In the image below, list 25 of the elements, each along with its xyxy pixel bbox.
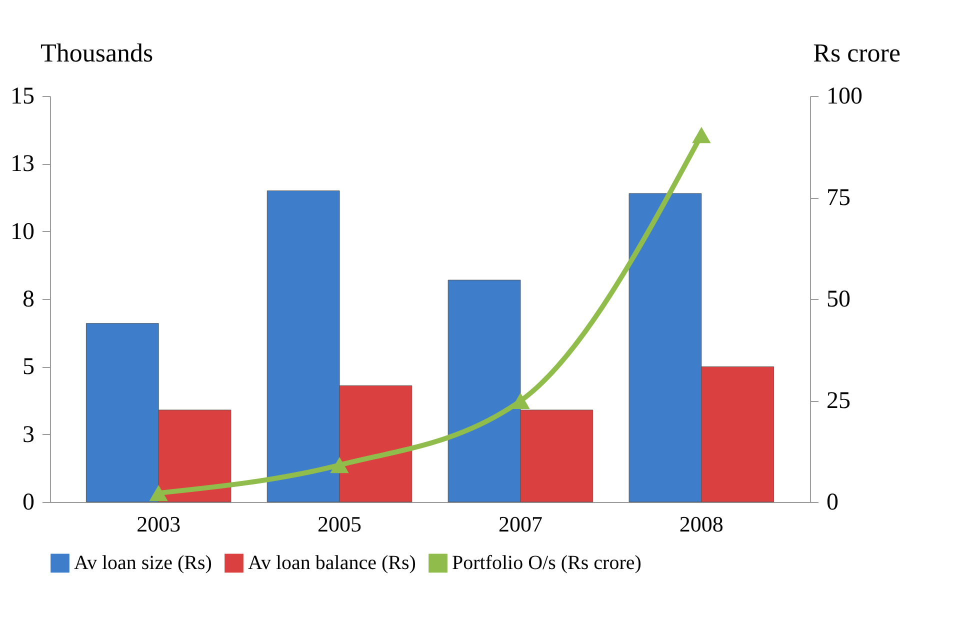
point (511, 392, 530, 410)
y-tick-label: 15 (10, 84, 34, 110)
y2-tick-label: 25 (826, 388, 850, 414)
legend-label: Av loan size (Rs) (74, 552, 212, 574)
x-tick-label: 2007 (498, 512, 542, 536)
y-tick-label: 8 (22, 286, 34, 312)
y-tick-label: 5 (22, 354, 34, 380)
y2-tick-label: 100 (826, 84, 862, 110)
point (149, 484, 168, 502)
y-axis-title: Thousands (40, 38, 154, 68)
y2-tick-label: 50 (826, 286, 850, 312)
legend-label: Portfolio O/s (Rs crore) (452, 552, 642, 574)
y2-tick-label: 75 (826, 185, 850, 211)
y-tick-label: 10 (10, 218, 34, 245)
x-tick-label: 2005 (318, 512, 362, 536)
y2-tick-label: 0 (826, 490, 838, 516)
point (330, 456, 349, 474)
y-tick-label: 3 (22, 422, 34, 448)
x-tick-label: 2008 (679, 512, 724, 536)
legend-label: Av loan balance (Rs) (248, 552, 416, 574)
y2-axis-title: Rs crore (813, 38, 900, 68)
x-tick-label: 2003 (136, 512, 181, 536)
point (692, 126, 711, 144)
y-tick-label: 0 (22, 490, 34, 516)
y-tick-label: 13 (10, 151, 34, 178)
